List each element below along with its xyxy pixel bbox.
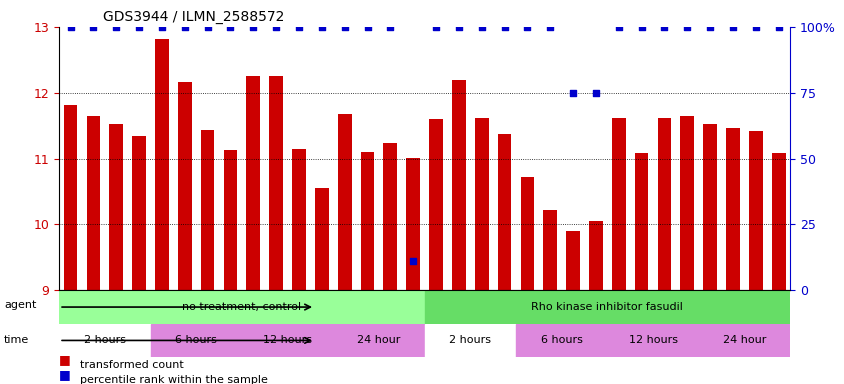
Bar: [425, 290, 789, 324]
Bar: [315, 188, 328, 290]
Bar: [474, 118, 488, 290]
Bar: [360, 152, 374, 290]
Bar: [201, 130, 214, 290]
Text: 2 hours: 2 hours: [449, 336, 490, 346]
Point: [543, 24, 556, 30]
Point: [406, 258, 419, 265]
Point: [178, 24, 192, 30]
Bar: [543, 210, 556, 290]
Text: 6 hours: 6 hours: [540, 336, 582, 346]
Point: [315, 24, 328, 30]
Text: 2 hours: 2 hours: [84, 336, 126, 346]
Bar: [425, 324, 516, 357]
Text: 12 hours: 12 hours: [628, 336, 677, 346]
Point: [360, 24, 374, 30]
Point: [520, 24, 533, 30]
Bar: [725, 128, 739, 290]
Point: [429, 24, 442, 30]
Bar: [588, 221, 602, 290]
Point: [224, 24, 237, 30]
Point: [246, 24, 260, 30]
Point: [588, 90, 602, 96]
Point: [383, 24, 397, 30]
Bar: [771, 153, 785, 290]
Text: ■: ■: [59, 353, 71, 366]
Text: GDS3944 / ILMN_2588572: GDS3944 / ILMN_2588572: [103, 10, 284, 25]
Point: [155, 24, 169, 30]
Text: ■: ■: [59, 368, 71, 381]
Bar: [565, 231, 579, 290]
Bar: [133, 136, 146, 290]
Text: 12 hours: 12 hours: [262, 336, 311, 346]
Text: 24 hour: 24 hour: [722, 336, 766, 346]
Point: [452, 24, 465, 30]
Bar: [516, 324, 607, 357]
Point: [702, 24, 716, 30]
Point: [725, 24, 738, 30]
Point: [657, 24, 670, 30]
Bar: [155, 39, 169, 290]
Point: [771, 24, 784, 30]
Point: [497, 24, 511, 30]
Bar: [497, 134, 511, 290]
Bar: [224, 150, 237, 290]
Bar: [679, 116, 693, 290]
Bar: [178, 81, 192, 290]
Bar: [292, 149, 306, 290]
Text: transformed count: transformed count: [80, 360, 184, 370]
Point: [634, 24, 647, 30]
Bar: [607, 324, 698, 357]
Point: [292, 24, 306, 30]
Bar: [429, 119, 442, 290]
Bar: [634, 153, 647, 290]
Bar: [698, 324, 789, 357]
Point: [133, 24, 146, 30]
Point: [565, 90, 579, 96]
Point: [87, 24, 100, 30]
Text: 6 hours: 6 hours: [175, 336, 217, 346]
Bar: [241, 324, 333, 357]
Bar: [338, 114, 351, 290]
Bar: [269, 76, 283, 290]
Bar: [702, 124, 717, 290]
Bar: [383, 144, 397, 290]
Bar: [246, 76, 260, 290]
Text: time: time: [4, 335, 30, 345]
Point: [748, 24, 761, 30]
Point: [679, 24, 693, 30]
Bar: [657, 118, 670, 290]
Bar: [109, 124, 123, 290]
Point: [338, 24, 351, 30]
Point: [611, 24, 625, 30]
Text: agent: agent: [4, 300, 36, 310]
Point: [64, 24, 78, 30]
Text: no treatment, control: no treatment, control: [182, 302, 301, 312]
Point: [201, 24, 214, 30]
Bar: [150, 324, 241, 357]
Bar: [748, 131, 762, 290]
Bar: [63, 104, 78, 290]
Bar: [59, 324, 150, 357]
Bar: [333, 324, 425, 357]
Bar: [452, 79, 465, 290]
Text: Rho kinase inhibitor fasudil: Rho kinase inhibitor fasudil: [531, 302, 683, 312]
Point: [474, 24, 488, 30]
Text: percentile rank within the sample: percentile rank within the sample: [80, 375, 268, 384]
Bar: [520, 177, 533, 290]
Point: [110, 24, 123, 30]
Text: 24 hour: 24 hour: [357, 336, 400, 346]
Point: [269, 24, 283, 30]
Bar: [406, 158, 419, 290]
Bar: [59, 290, 425, 324]
Bar: [611, 118, 625, 290]
Bar: [86, 116, 100, 290]
